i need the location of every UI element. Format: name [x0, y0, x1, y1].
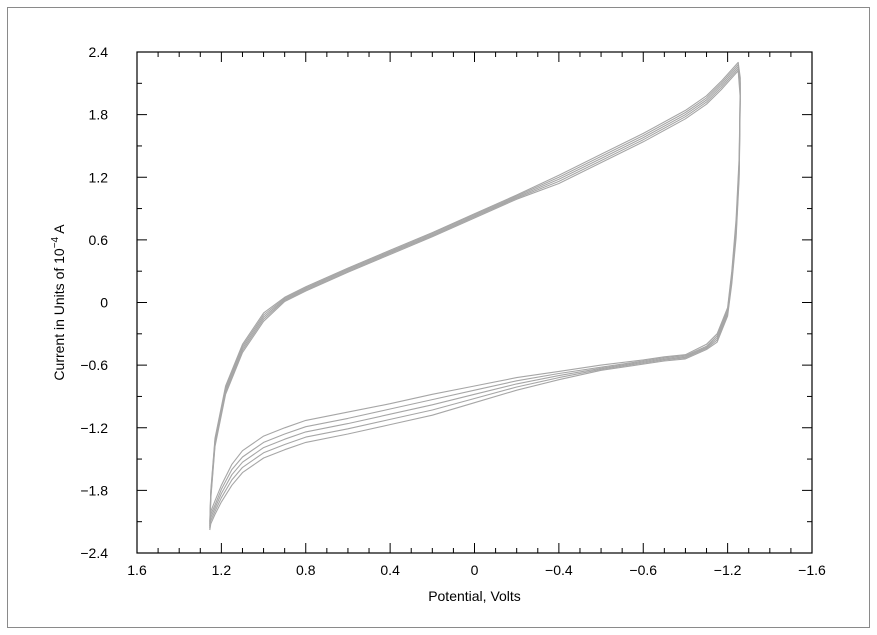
x-tick-label: 0.8	[296, 562, 316, 578]
x-tick-label: −1.2	[714, 562, 742, 578]
x-tick-label: −0.6	[629, 562, 657, 578]
y-tick-label: −1.2	[80, 420, 108, 436]
x-tick-label: −0.4	[545, 562, 573, 578]
x-tick-label: 0.4	[380, 562, 400, 578]
x-tick-label: 1.2	[212, 562, 232, 578]
cv-cycle-line	[209, 70, 741, 531]
x-tick-label: 0	[471, 562, 479, 578]
x-axis-title: Potential, Volts	[428, 588, 521, 604]
y-tick-label: 0	[100, 295, 108, 311]
y-axis-title-main: Current in Units of 10	[51, 248, 67, 380]
y-tick-label: 1.8	[89, 107, 109, 123]
y-axis-title-exponent: −4	[50, 236, 61, 248]
x-tick-label: 1.6	[127, 562, 147, 578]
axis-tick-labels: 1.6 1.2 0.8 0.4 0 −0.4 −0.6 −1.2 −1.6 2.4 1.8 1.2 0.…	[80, 44, 826, 578]
y-tick-label: −1.8	[80, 482, 108, 498]
plot-area	[136, 51, 813, 554]
y-tick-label: −2.4	[80, 545, 108, 561]
data-series	[209, 61, 741, 531]
y-tick-label: 2.4	[89, 44, 109, 60]
axis-ticks	[136, 51, 813, 554]
y-tick-label: −0.6	[80, 357, 108, 373]
y-axis-title: Current in Units of 10−4 A	[50, 224, 67, 381]
y-tick-label: 0.6	[89, 232, 109, 248]
y-tick-label: 1.2	[89, 169, 109, 185]
y-axis-title-unit: A	[51, 224, 67, 237]
x-tick-label: −1.6	[798, 562, 826, 578]
